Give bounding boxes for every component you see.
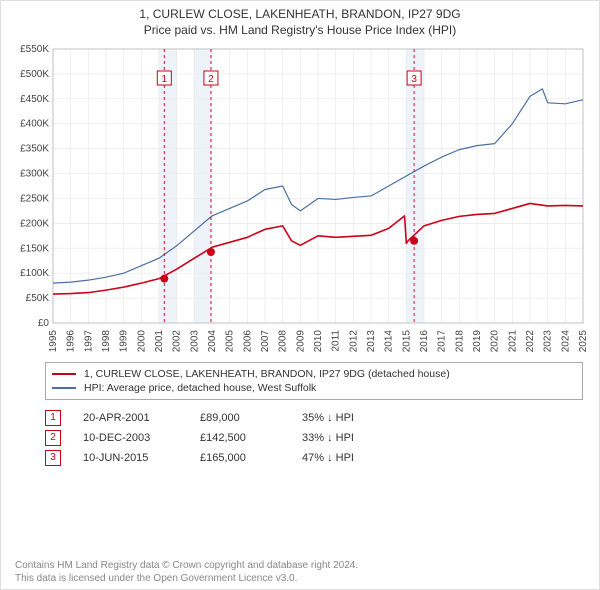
event-date: 10-DEC-2003 [83,428,178,448]
event-price: £142,500 [200,428,280,448]
legend-swatch-2 [52,387,76,389]
svg-text:£400K: £400K [20,119,49,130]
svg-text:£100K: £100K [20,268,49,279]
page-title: 1, CURLEW CLOSE, LAKENHEATH, BRANDON, IP… [1,1,599,21]
legend-swatch-1 [52,373,76,375]
svg-text:2023: 2023 [543,330,554,353]
chart-container: £0 £50K £100K £150K £200K £250K £300K £350K £400… [9,43,591,358]
event-date: 10-JUN-2015 [83,448,178,468]
svg-text:1996: 1996 [66,330,77,353]
svg-text:2009: 2009 [295,330,306,353]
legend-row: 1, CURLEW CLOSE, LAKENHEATH, BRANDON, IP… [52,367,576,381]
event-price: £165,000 [200,448,280,468]
event-delta: 47% ↓ HPI [302,448,354,468]
event-delta: 35% ↓ HPI [302,408,354,428]
svg-text:2011: 2011 [331,330,342,352]
event-row: 3 10-JUN-2015 £165,000 47% ↓ HPI [45,448,583,468]
svg-text:1995: 1995 [48,330,59,353]
footer-line2: This data is licensed under the Open Gov… [15,572,585,585]
svg-text:£200K: £200K [20,218,49,229]
legend-label-2: HPI: Average price, detached house, West… [84,381,316,395]
svg-text:2001: 2001 [154,330,165,353]
svg-text:2024: 2024 [560,330,571,353]
event-marker: 2 [45,430,61,446]
svg-text:£150K: £150K [20,243,49,254]
footer-line1: Contains HM Land Registry data © Crown c… [15,559,585,572]
svg-text:2016: 2016 [419,330,430,353]
svg-text:2020: 2020 [490,330,501,353]
svg-text:£450K: £450K [20,94,49,105]
event-row: 2 10-DEC-2003 £142,500 33% ↓ HPI [45,428,583,448]
svg-text:2014: 2014 [384,330,395,353]
svg-text:2021: 2021 [507,330,518,353]
svg-text:2002: 2002 [172,330,183,353]
price-chart: £0 £50K £100K £150K £200K £250K £300K £350K £400… [9,43,593,353]
legend-label-1: 1, CURLEW CLOSE, LAKENHEATH, BRANDON, IP… [84,367,450,381]
svg-text:1: 1 [162,74,168,85]
svg-text:2006: 2006 [242,330,253,353]
svg-text:1999: 1999 [119,330,130,353]
svg-text:£50K: £50K [26,293,50,304]
svg-text:2018: 2018 [454,330,465,353]
svg-text:£550K: £550K [20,44,49,55]
event-delta: 33% ↓ HPI [302,428,354,448]
svg-text:2003: 2003 [189,330,200,353]
svg-text:2019: 2019 [472,330,483,353]
svg-text:2013: 2013 [366,330,377,353]
svg-text:2015: 2015 [401,330,412,353]
event-date: 20-APR-2001 [83,408,178,428]
footer: Contains HM Land Registry data © Crown c… [15,559,585,585]
event-row: 1 20-APR-2001 £89,000 35% ↓ HPI [45,408,583,428]
svg-text:3: 3 [411,74,417,85]
svg-text:2025: 2025 [578,330,589,353]
svg-text:£350K: £350K [20,144,49,155]
svg-text:2005: 2005 [225,330,236,353]
svg-text:2022: 2022 [525,330,536,353]
event-table: 1 20-APR-2001 £89,000 35% ↓ HPI 2 10-DEC-2003… [45,408,583,468]
svg-text:2000: 2000 [136,330,147,353]
event-price: £89,000 [200,408,280,428]
svg-text:£300K: £300K [20,169,49,180]
legend: 1, CURLEW CLOSE, LAKENHEATH, BRANDON, IP… [45,362,583,400]
svg-text:2007: 2007 [260,330,271,353]
svg-text:1998: 1998 [101,330,112,353]
svg-text:2004: 2004 [207,330,218,353]
svg-text:2008: 2008 [278,330,289,353]
svg-text:£500K: £500K [20,69,49,80]
event-marker: 1 [45,410,61,426]
svg-text:2012: 2012 [348,330,359,353]
event-marker: 3 [45,450,61,466]
svg-text:£0: £0 [38,318,50,329]
svg-text:1997: 1997 [83,330,94,353]
svg-text:2: 2 [208,74,214,85]
svg-text:2017: 2017 [437,330,448,353]
svg-text:2010: 2010 [313,330,324,353]
legend-row: HPI: Average price, detached house, West… [52,381,576,395]
page-subtitle: Price paid vs. HM Land Registry's House … [1,21,599,37]
svg-text:£250K: £250K [20,193,49,204]
